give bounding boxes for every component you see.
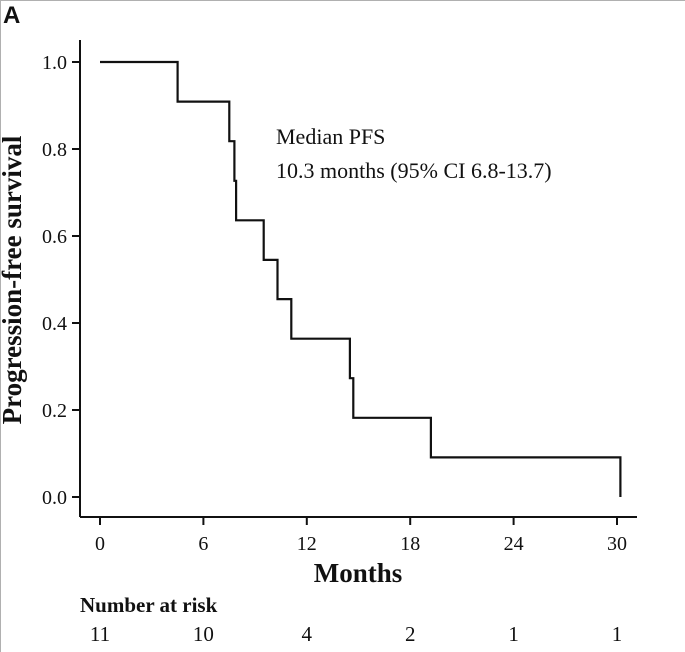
survival-step-line <box>100 60 622 497</box>
x-tick-label: 12 <box>297 533 317 555</box>
median-pfs-value: 10.3 months (95% CI 6.8-13.7) <box>276 158 552 183</box>
x-tick-label: 0 <box>95 533 105 555</box>
chart-labels: Months Progression-free survival Median PF… <box>0 124 552 588</box>
risk-count: 11 <box>90 622 110 646</box>
risk-count: 10 <box>193 622 214 646</box>
y-tick-label: 0.8 <box>42 139 67 161</box>
x-tick-label: 6 <box>198 533 208 555</box>
chart-axes <box>79 40 637 518</box>
risk-count: 1 <box>612 622 623 646</box>
y-tick-label: 0.6 <box>42 226 67 248</box>
x-tick-label: 30 <box>607 533 627 555</box>
median-pfs-label: Median PFS <box>276 124 385 149</box>
chart-curve <box>100 60 622 497</box>
risk-count: 2 <box>405 622 416 646</box>
y-axis-title: Progression-free survival <box>0 135 27 424</box>
y-tick-label: 0.2 <box>42 400 67 422</box>
x-tick-label: 24 <box>504 533 524 555</box>
y-tick-label: 0.0 <box>42 487 67 509</box>
frame-left-border <box>0 0 1 652</box>
x-axis-title: Months <box>314 558 403 588</box>
chart-ticks: 0.0 0.2 0.4 0.6 0.8 1.0 0 6 12 18 24 30 <box>42 52 627 555</box>
panel-label: A <box>3 2 21 29</box>
risk-count: 1 <box>508 622 519 646</box>
risk-table-title: Number at risk <box>80 593 218 617</box>
y-tick-label: 1.0 <box>42 52 67 74</box>
risk-count: 4 <box>302 622 313 646</box>
x-tick-label: 18 <box>400 533 420 555</box>
y-tick-label: 0.4 <box>42 313 67 335</box>
frame-top-border <box>0 0 685 1</box>
